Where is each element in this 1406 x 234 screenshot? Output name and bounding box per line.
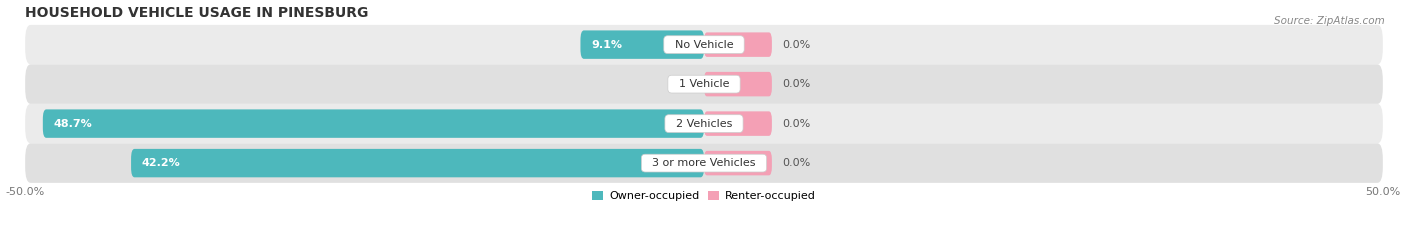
FancyBboxPatch shape (704, 111, 772, 136)
Text: 2 Vehicles: 2 Vehicles (669, 119, 740, 129)
Text: Source: ZipAtlas.com: Source: ZipAtlas.com (1274, 16, 1385, 26)
FancyBboxPatch shape (704, 72, 772, 96)
FancyBboxPatch shape (25, 143, 1384, 183)
Text: 0.0%: 0.0% (783, 119, 811, 129)
FancyBboxPatch shape (131, 149, 704, 177)
Text: 9.1%: 9.1% (592, 40, 623, 50)
Text: No Vehicle: No Vehicle (668, 40, 741, 50)
FancyBboxPatch shape (581, 30, 704, 59)
FancyBboxPatch shape (25, 64, 1384, 104)
Text: 0.0%: 0.0% (672, 79, 700, 89)
Text: 0.0%: 0.0% (783, 40, 811, 50)
Text: 0.0%: 0.0% (783, 158, 811, 168)
FancyBboxPatch shape (25, 25, 1384, 64)
Text: HOUSEHOLD VEHICLE USAGE IN PINESBURG: HOUSEHOLD VEHICLE USAGE IN PINESBURG (25, 6, 368, 20)
Text: 48.7%: 48.7% (53, 119, 93, 129)
FancyBboxPatch shape (704, 32, 772, 57)
Text: 42.2%: 42.2% (142, 158, 181, 168)
Legend: Owner-occupied, Renter-occupied: Owner-occupied, Renter-occupied (588, 186, 820, 206)
Text: 0.0%: 0.0% (783, 79, 811, 89)
FancyBboxPatch shape (25, 104, 1384, 143)
FancyBboxPatch shape (42, 110, 704, 138)
Text: 3 or more Vehicles: 3 or more Vehicles (645, 158, 762, 168)
Text: 1 Vehicle: 1 Vehicle (672, 79, 737, 89)
FancyBboxPatch shape (704, 151, 772, 175)
